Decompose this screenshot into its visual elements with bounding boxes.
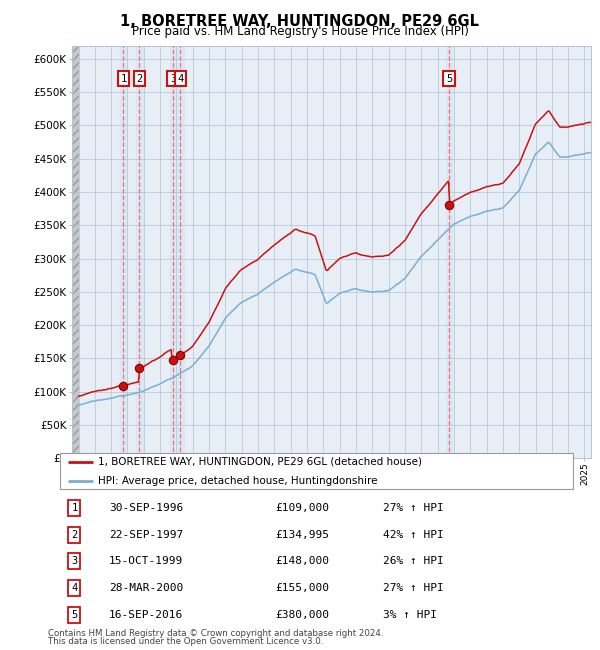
Bar [446,46,452,458]
Text: 1: 1 [71,503,77,513]
FancyBboxPatch shape [60,453,573,489]
Bar [120,46,127,458]
Text: 27% ↑ HPI: 27% ↑ HPI [383,503,444,513]
Text: £134,995: £134,995 [275,530,329,540]
Text: 4: 4 [71,583,77,593]
Text: 42% ↑ HPI: 42% ↑ HPI [383,530,444,540]
Text: £155,000: £155,000 [275,583,329,593]
Bar [177,46,184,458]
Text: 1, BORETREE WAY, HUNTINGDON, PE29 6GL: 1, BORETREE WAY, HUNTINGDON, PE29 6GL [121,14,479,29]
Text: 3: 3 [170,74,176,84]
Text: 16-SEP-2016: 16-SEP-2016 [109,610,183,619]
Text: 26% ↑ HPI: 26% ↑ HPI [383,556,444,566]
Text: £380,000: £380,000 [275,610,329,619]
Text: £109,000: £109,000 [275,503,329,513]
Text: 22-SEP-1997: 22-SEP-1997 [109,530,183,540]
Text: 3: 3 [71,556,77,566]
Text: 1, BORETREE WAY, HUNTINGDON, PE29 6GL (detached house): 1, BORETREE WAY, HUNTINGDON, PE29 6GL (d… [98,457,422,467]
Text: 5: 5 [446,74,452,84]
Text: 5: 5 [71,610,77,619]
Text: Contains HM Land Registry data © Crown copyright and database right 2024.: Contains HM Land Registry data © Crown c… [48,629,383,638]
Text: £148,000: £148,000 [275,556,329,566]
Bar [170,46,176,458]
Text: 27% ↑ HPI: 27% ↑ HPI [383,583,444,593]
Bar [136,46,143,458]
Text: 3% ↑ HPI: 3% ↑ HPI [383,610,437,619]
Text: This data is licensed under the Open Government Licence v3.0.: This data is licensed under the Open Gov… [48,637,323,646]
Text: HPI: Average price, detached house, Huntingdonshire: HPI: Average price, detached house, Hunt… [98,476,378,486]
Text: Price paid vs. HM Land Registry's House Price Index (HPI): Price paid vs. HM Land Registry's House … [131,25,469,38]
Text: 30-SEP-1996: 30-SEP-1996 [109,503,183,513]
Text: 2: 2 [136,74,142,84]
Text: 4: 4 [177,74,184,84]
Text: 15-OCT-1999: 15-OCT-1999 [109,556,183,566]
Text: 28-MAR-2000: 28-MAR-2000 [109,583,183,593]
Text: 2: 2 [71,530,77,540]
Text: 1: 1 [120,74,127,84]
